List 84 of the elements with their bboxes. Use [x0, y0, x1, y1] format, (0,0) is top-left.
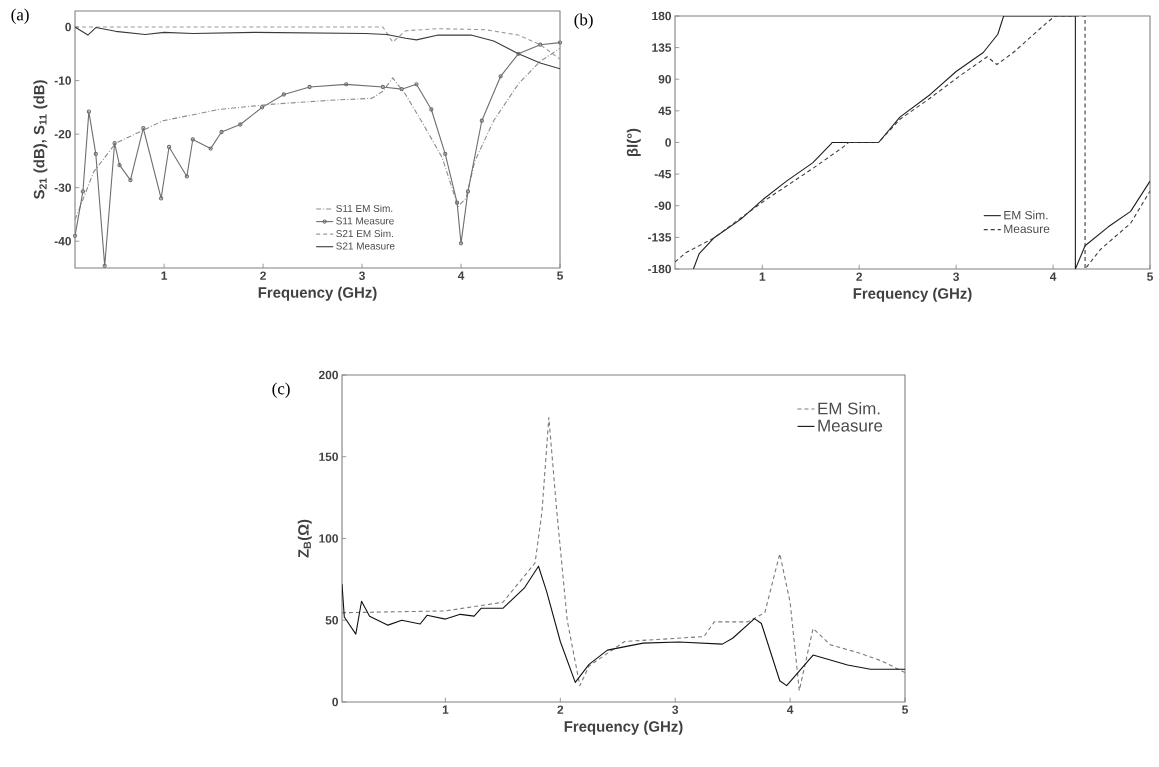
point — [479, 118, 484, 123]
chart-title: (a) — [11, 8, 29, 24]
y-tick-label: 50 — [325, 616, 338, 625]
point — [208, 146, 213, 151]
y-tick-label: -135 — [648, 233, 672, 242]
point — [414, 82, 419, 87]
y-tick-label: -180 — [648, 264, 671, 274]
point — [259, 105, 265, 110]
y-tick-label: 180 — [652, 11, 671, 21]
chart-title: (b) — [574, 13, 593, 29]
line-series — [75, 26, 561, 70]
y-tick-label: -20 — [54, 129, 71, 139]
x-tick-label: 4 — [1049, 272, 1057, 281]
legend-label: S21 EM Sim. — [336, 229, 393, 238]
chart-title: (c) — [272, 382, 290, 398]
x-tick-label: 3 — [672, 705, 679, 714]
x-tick-label: 1 — [161, 271, 168, 280]
point — [454, 200, 460, 205]
x-tick-label: 5 — [1147, 272, 1153, 281]
x-tick-label: 1 — [759, 272, 766, 281]
x-tick-label: 1 — [442, 705, 449, 714]
y-tick-label: 200 — [318, 370, 338, 380]
point — [158, 196, 164, 201]
y-tick-label: -90 — [654, 201, 671, 210]
point — [516, 51, 521, 56]
line-series — [342, 565, 906, 687]
legend-label: S21 Measure — [336, 242, 395, 250]
x-axis-title: Frequency (GHz) — [258, 286, 377, 301]
point — [380, 84, 385, 90]
point — [498, 74, 503, 79]
point — [443, 151, 448, 157]
point — [112, 141, 117, 146]
legend-label: EM Sim. — [818, 402, 880, 415]
legend-label: Measure — [818, 419, 883, 432]
y-tick-label: 0 — [665, 138, 671, 147]
y-tick-label: 150 — [319, 452, 338, 461]
point — [93, 151, 98, 157]
point — [281, 92, 286, 97]
x-tick-label: 2 — [260, 271, 266, 280]
y-tick-label: -30 — [54, 183, 71, 192]
y-axis-title: S$_{21}$ (dB), S$_{11}$ (dB) — [33, 80, 48, 200]
point — [238, 122, 243, 127]
point — [80, 189, 86, 194]
x-tick-label: 2 — [856, 272, 863, 281]
legend-label: Measure — [1004, 224, 1050, 234]
x-tick-label: 5 — [902, 705, 908, 714]
point — [128, 178, 133, 183]
point — [190, 137, 195, 142]
x-tick-label: 3 — [953, 272, 960, 281]
point — [538, 42, 543, 47]
legend-label: S11 EM Sim. — [336, 204, 393, 212]
x-axis-title: Frequency (GHz) — [853, 287, 972, 302]
point — [344, 82, 349, 87]
x-tick-label: 5 — [557, 271, 563, 280]
point — [141, 126, 146, 131]
y-tick-label: 135 — [652, 43, 672, 52]
point — [117, 163, 122, 168]
y-axis-title: Z$_{B}$(Ω) — [297, 519, 312, 558]
y-tick-label: -45 — [654, 169, 672, 179]
y-tick-label: 100 — [319, 534, 338, 543]
point — [465, 189, 471, 194]
point — [166, 144, 172, 150]
x-tick-label: 4 — [786, 705, 794, 714]
point — [184, 174, 189, 179]
x-tick-label: 4 — [457, 271, 465, 280]
point — [102, 263, 107, 268]
y-tick-label: -10 — [54, 76, 71, 85]
y-axis-title: βl(°) — [626, 128, 641, 157]
y-tick-label: 0 — [332, 697, 338, 707]
x-tick-label: 3 — [359, 271, 365, 280]
legend-label: S11 Measure — [336, 217, 394, 225]
x-axis-title: Frequency (GHz) — [564, 720, 683, 735]
point — [86, 109, 92, 114]
y-tick-label: 45 — [658, 106, 672, 116]
x-tick-label: 2 — [557, 705, 564, 714]
y-tick-label: 90 — [658, 75, 671, 84]
y-tick-label: 0 — [65, 22, 71, 32]
point — [429, 107, 434, 112]
point — [458, 241, 464, 246]
point — [307, 84, 312, 90]
point — [399, 87, 404, 92]
legend-label: EM Sim. — [1004, 210, 1048, 220]
point — [219, 129, 224, 135]
y-tick-label: -40 — [54, 236, 71, 246]
